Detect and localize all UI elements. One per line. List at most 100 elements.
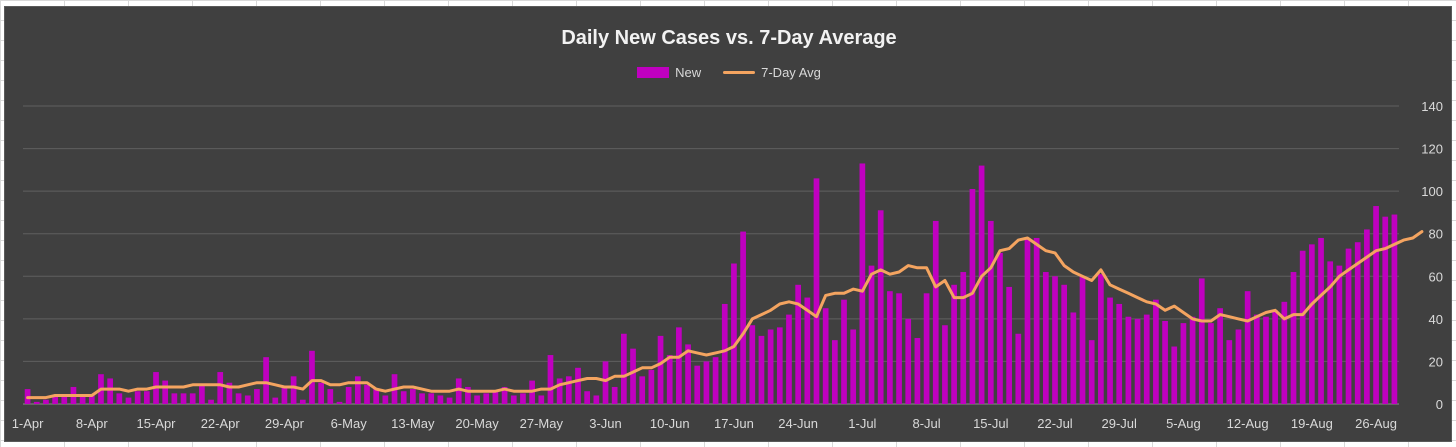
bar-new — [1052, 276, 1058, 404]
bar-new — [263, 357, 269, 404]
x-tick-label: 22-Jul — [1037, 416, 1073, 431]
bar-new — [923, 293, 930, 404]
bar-new — [318, 382, 324, 404]
bar-new — [1226, 340, 1233, 404]
bar-new — [1134, 318, 1141, 404]
bar-new — [611, 386, 618, 404]
bar-new — [1033, 237, 1040, 404]
bar-new — [1373, 206, 1379, 404]
bar-new — [143, 391, 150, 404]
bar-new — [171, 393, 178, 404]
bar-new — [776, 327, 783, 404]
line-7-day-avg — [26, 230, 1424, 400]
bar-new — [685, 344, 691, 404]
bar-new — [1116, 303, 1123, 404]
bar-new — [896, 293, 902, 404]
bar-new — [465, 386, 471, 404]
x-tick-label: 8-Apr — [76, 416, 108, 431]
bar-new — [162, 380, 169, 404]
bar-new — [804, 297, 811, 404]
y-tick-label: 40 — [1429, 312, 1443, 327]
bar-new — [887, 291, 893, 404]
bar-new — [1208, 323, 1214, 404]
x-tick-label: 6-May — [331, 416, 368, 431]
bar-new — [841, 299, 847, 404]
bar-new — [1244, 291, 1251, 404]
bar-new — [43, 399, 49, 404]
bar-new — [410, 389, 416, 404]
bar-new — [1391, 214, 1398, 404]
bar-new — [905, 318, 912, 404]
bar-new — [1153, 299, 1159, 404]
bar-new — [538, 395, 545, 404]
bar-new — [942, 325, 948, 404]
x-tick-label: 1-Jul — [848, 416, 876, 431]
bar-new — [354, 376, 361, 404]
bar-new — [795, 284, 801, 404]
bar-new — [997, 252, 1003, 404]
bar-new — [61, 395, 68, 404]
bar-new — [455, 378, 462, 404]
bar-new — [510, 395, 517, 404]
bar-new — [1125, 316, 1132, 404]
bar-new — [52, 395, 58, 404]
y-tick-label: 120 — [1421, 142, 1443, 157]
bar-new — [749, 325, 756, 404]
bar-new — [492, 391, 499, 404]
x-tick-label: 26-Aug — [1355, 416, 1397, 431]
chart-area[interactable]: Daily New Cases vs. 7-Day Average New 7-… — [4, 6, 1452, 442]
bar-new — [822, 308, 829, 404]
x-tick-label: 24-Jun — [778, 416, 818, 431]
y-tick-label: 60 — [1429, 269, 1443, 284]
legend-label-avg: 7-Day Avg — [761, 65, 821, 80]
x-tick-label: 20-May — [455, 416, 499, 431]
bar-new — [33, 401, 40, 404]
bar-new — [565, 376, 572, 404]
bar-new — [180, 393, 187, 404]
legend-label-new: New — [675, 65, 702, 80]
bar-new — [1098, 274, 1104, 404]
bar-new — [850, 329, 857, 404]
legend-item-new: New — [637, 65, 701, 80]
x-tick-label: 22-Apr — [201, 416, 241, 431]
bar-new — [134, 391, 141, 404]
bar-new — [1070, 312, 1077, 404]
bar-new — [226, 382, 233, 404]
bar-new — [694, 365, 701, 404]
bar-new — [648, 369, 655, 404]
bar-new — [1364, 229, 1370, 404]
bar-new — [1299, 250, 1306, 404]
bar-new — [786, 314, 792, 404]
bar-new — [1336, 265, 1343, 404]
x-tick-label: 29-Apr — [265, 416, 305, 431]
bar-new — [987, 220, 994, 404]
chart-legend: New 7-Day Avg — [5, 65, 1453, 80]
legend-item-avg: 7-Day Avg — [723, 65, 821, 80]
bar-new — [1217, 308, 1223, 404]
bar-new — [767, 329, 774, 404]
legend-swatch-new — [637, 67, 670, 78]
bar-new — [621, 333, 627, 404]
bar-new — [1290, 272, 1297, 404]
bar-new — [602, 361, 609, 404]
bar-new — [1281, 301, 1288, 404]
x-tick-label: 13-May — [391, 416, 435, 431]
bar-new — [1318, 237, 1324, 404]
bar-new — [419, 393, 425, 404]
bar-new — [1235, 329, 1242, 404]
x-tick-label: 15-Jul — [973, 416, 1009, 431]
bar-new — [189, 393, 196, 404]
x-tick-label: 17-Jun — [714, 416, 754, 431]
bar-new — [474, 395, 480, 404]
bar-new — [309, 350, 315, 404]
bar-new — [327, 389, 334, 404]
x-tick-label: 12-Aug — [1227, 416, 1269, 431]
bar-new — [382, 395, 389, 404]
bar-new — [868, 265, 875, 404]
bar-new — [79, 395, 86, 404]
bar-new — [446, 397, 453, 404]
bar-new — [299, 399, 306, 404]
chart-title: Daily New Cases vs. 7-Day Average — [561, 27, 897, 49]
x-tick-label: 19-Aug — [1291, 416, 1333, 431]
bar-new — [703, 361, 710, 404]
